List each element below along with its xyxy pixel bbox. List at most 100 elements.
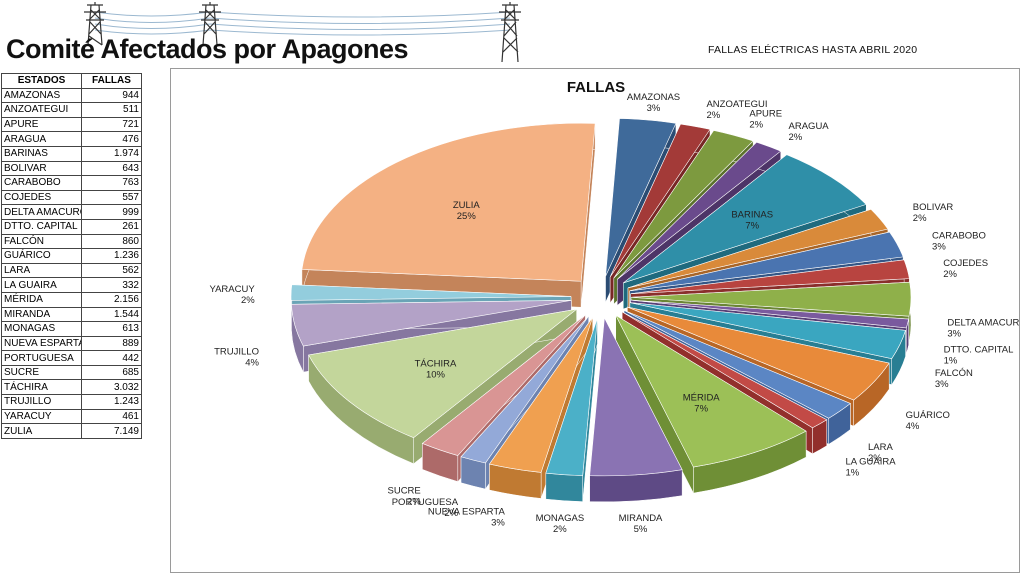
pie-slice (301, 122, 596, 308)
table-row: CARABOBO 763 (1, 175, 142, 191)
pie-slice-top (308, 308, 577, 439)
slice-percent-label: 3% (932, 241, 946, 252)
table-row: NUEVA ESPARTA 889 (1, 335, 142, 352)
cell-fallas: 461 (81, 408, 142, 425)
cell-fallas: 685 (81, 364, 142, 381)
slice-label: MONAGAS (536, 513, 585, 524)
slice-label: DTTO. CAPITAL (944, 345, 1014, 356)
cell-estado: ANZOATEGUI (1, 102, 82, 118)
cell-fallas: 999 (81, 204, 142, 220)
slice-label: AMAZONAS (627, 92, 680, 103)
table-row: ZULIA 7.149 (1, 423, 142, 439)
slice-percent-label: 4% (906, 421, 920, 432)
cell-fallas: 511 (81, 102, 142, 118)
table-row: COJEDES 557 (1, 189, 142, 206)
pie-slice-top (629, 231, 904, 292)
power-lines-logo (84, 2, 521, 63)
column-header-estados: ESTADOS (1, 73, 82, 89)
slice-percent-label: 1% (845, 467, 859, 478)
table-row: APURE 721 (1, 116, 142, 133)
slice-label: ARAGUA (789, 121, 830, 132)
cell-fallas: 442 (81, 350, 142, 366)
slice-label: NUEVA ESPARTA (428, 507, 506, 518)
slice-label: MIRANDA (619, 513, 663, 524)
pie-slice-top (421, 314, 586, 456)
column-header-fallas: FALLAS (81, 73, 142, 89)
cell-fallas: 1.243 (81, 394, 142, 410)
slice-label: CARABOBO (932, 230, 986, 241)
table-row: SUCRE 685 (1, 364, 142, 381)
pie-slice (589, 316, 683, 503)
cell-estado: ZULIA (1, 423, 82, 439)
slice-label: ANZOATEGUI (706, 99, 767, 110)
pie-slice-top (627, 208, 889, 289)
cell-fallas: 557 (81, 189, 142, 206)
table-row: YARACUY 461 (1, 408, 142, 425)
slice-percent-label: 3% (491, 518, 505, 529)
slice-label: DELTA AMACURO (947, 317, 1019, 328)
cell-estado: YARACUY (1, 408, 82, 425)
cell-estado: TRUJILLO (1, 394, 82, 410)
slice-label: SUCRE (388, 485, 421, 496)
slice-label: LARA (868, 442, 893, 453)
header: Comité Afectados por Apagones (0, 0, 540, 70)
chart-frame: FALLAS AMAZONAS 3% ANZOATEGUI 2% APURE 2% ARAG… (170, 68, 1020, 573)
pie-slice-top (630, 299, 910, 329)
slice-percent-label: 4% (245, 358, 259, 369)
pie-slice (545, 317, 598, 502)
slice-label: LA GUAIRA (845, 456, 896, 467)
cell-estado: SUCRE (1, 364, 82, 381)
slices-layer (290, 118, 912, 503)
cell-estado: TÁCHIRA (1, 379, 82, 396)
table-row: DTTO. CAPITAL 261 (1, 218, 142, 235)
cell-fallas: 476 (81, 131, 142, 147)
table-row: ANZOATEGUI 511 (1, 102, 142, 118)
slice-label: TÁCHIRA (415, 358, 457, 369)
slice-percent-label: 2% (943, 269, 957, 280)
slice-label: COJEDES (943, 258, 988, 269)
table-row: TÁCHIRA 3.032 (1, 379, 142, 396)
cell-estado: BOLIVAR (1, 160, 82, 177)
brand-title: Comité Afectados por Apagones (6, 34, 409, 64)
table-body: AMAZONAS 944 ANZOATEGUI 511 APURE 721 ARAGUA 47… (1, 87, 142, 439)
slice-label: BOLIVAR (913, 202, 954, 213)
pie-slice-top (615, 314, 807, 468)
table-row: MONAGAS 613 (1, 321, 142, 337)
slice-percent-label: 2% (706, 110, 720, 121)
pie-slice-top (629, 302, 906, 359)
cell-fallas: 332 (81, 277, 142, 293)
slice-label: PORTUGUESA (392, 497, 459, 508)
cell-estado: PORTUGUESA (1, 350, 82, 366)
pie-slice-top (622, 311, 828, 429)
cell-estado: NUEVA ESPARTA (1, 335, 82, 352)
table-row: LARA 562 (1, 262, 142, 279)
cell-estado: LARA (1, 262, 82, 279)
cell-estado: FALCÓN (1, 233, 82, 250)
table-row: MIRANDA 1.544 (1, 306, 142, 323)
pie-slice-top (623, 154, 867, 284)
pie-slice (615, 314, 807, 494)
cell-fallas: 643 (81, 160, 142, 177)
slice-label: BARINAS (731, 209, 773, 220)
table-row: ARAGUA 476 (1, 131, 142, 147)
table-row: LA GUAIRA 332 (1, 277, 142, 293)
slice-label: FALCÓN (935, 368, 973, 379)
table-row: AMAZONAS 944 (1, 87, 142, 104)
cell-estado: MONAGAS (1, 321, 82, 337)
slice-percent-label: 2% (789, 132, 803, 143)
cell-fallas: 889 (81, 335, 142, 352)
pie-slice-top (630, 281, 912, 317)
cell-fallas: 944 (81, 87, 142, 104)
pie-slice-top (609, 123, 711, 278)
slice-percent-label: 2% (553, 524, 567, 535)
pie-slice-top (627, 306, 890, 401)
slice-percent-label: 2% (444, 508, 458, 519)
cell-estado: MIRANDA (1, 306, 82, 323)
table-row: GUÁRICO 1.236 (1, 248, 142, 264)
slice-label: MÉRIDA (683, 393, 721, 404)
pie-slice-top (488, 317, 593, 473)
pie-slice-top (589, 316, 683, 477)
slice-label: TRUJILLO (214, 347, 259, 358)
slice-percent-label: 2% (868, 453, 882, 464)
slice-percent-label: 7% (745, 220, 759, 231)
